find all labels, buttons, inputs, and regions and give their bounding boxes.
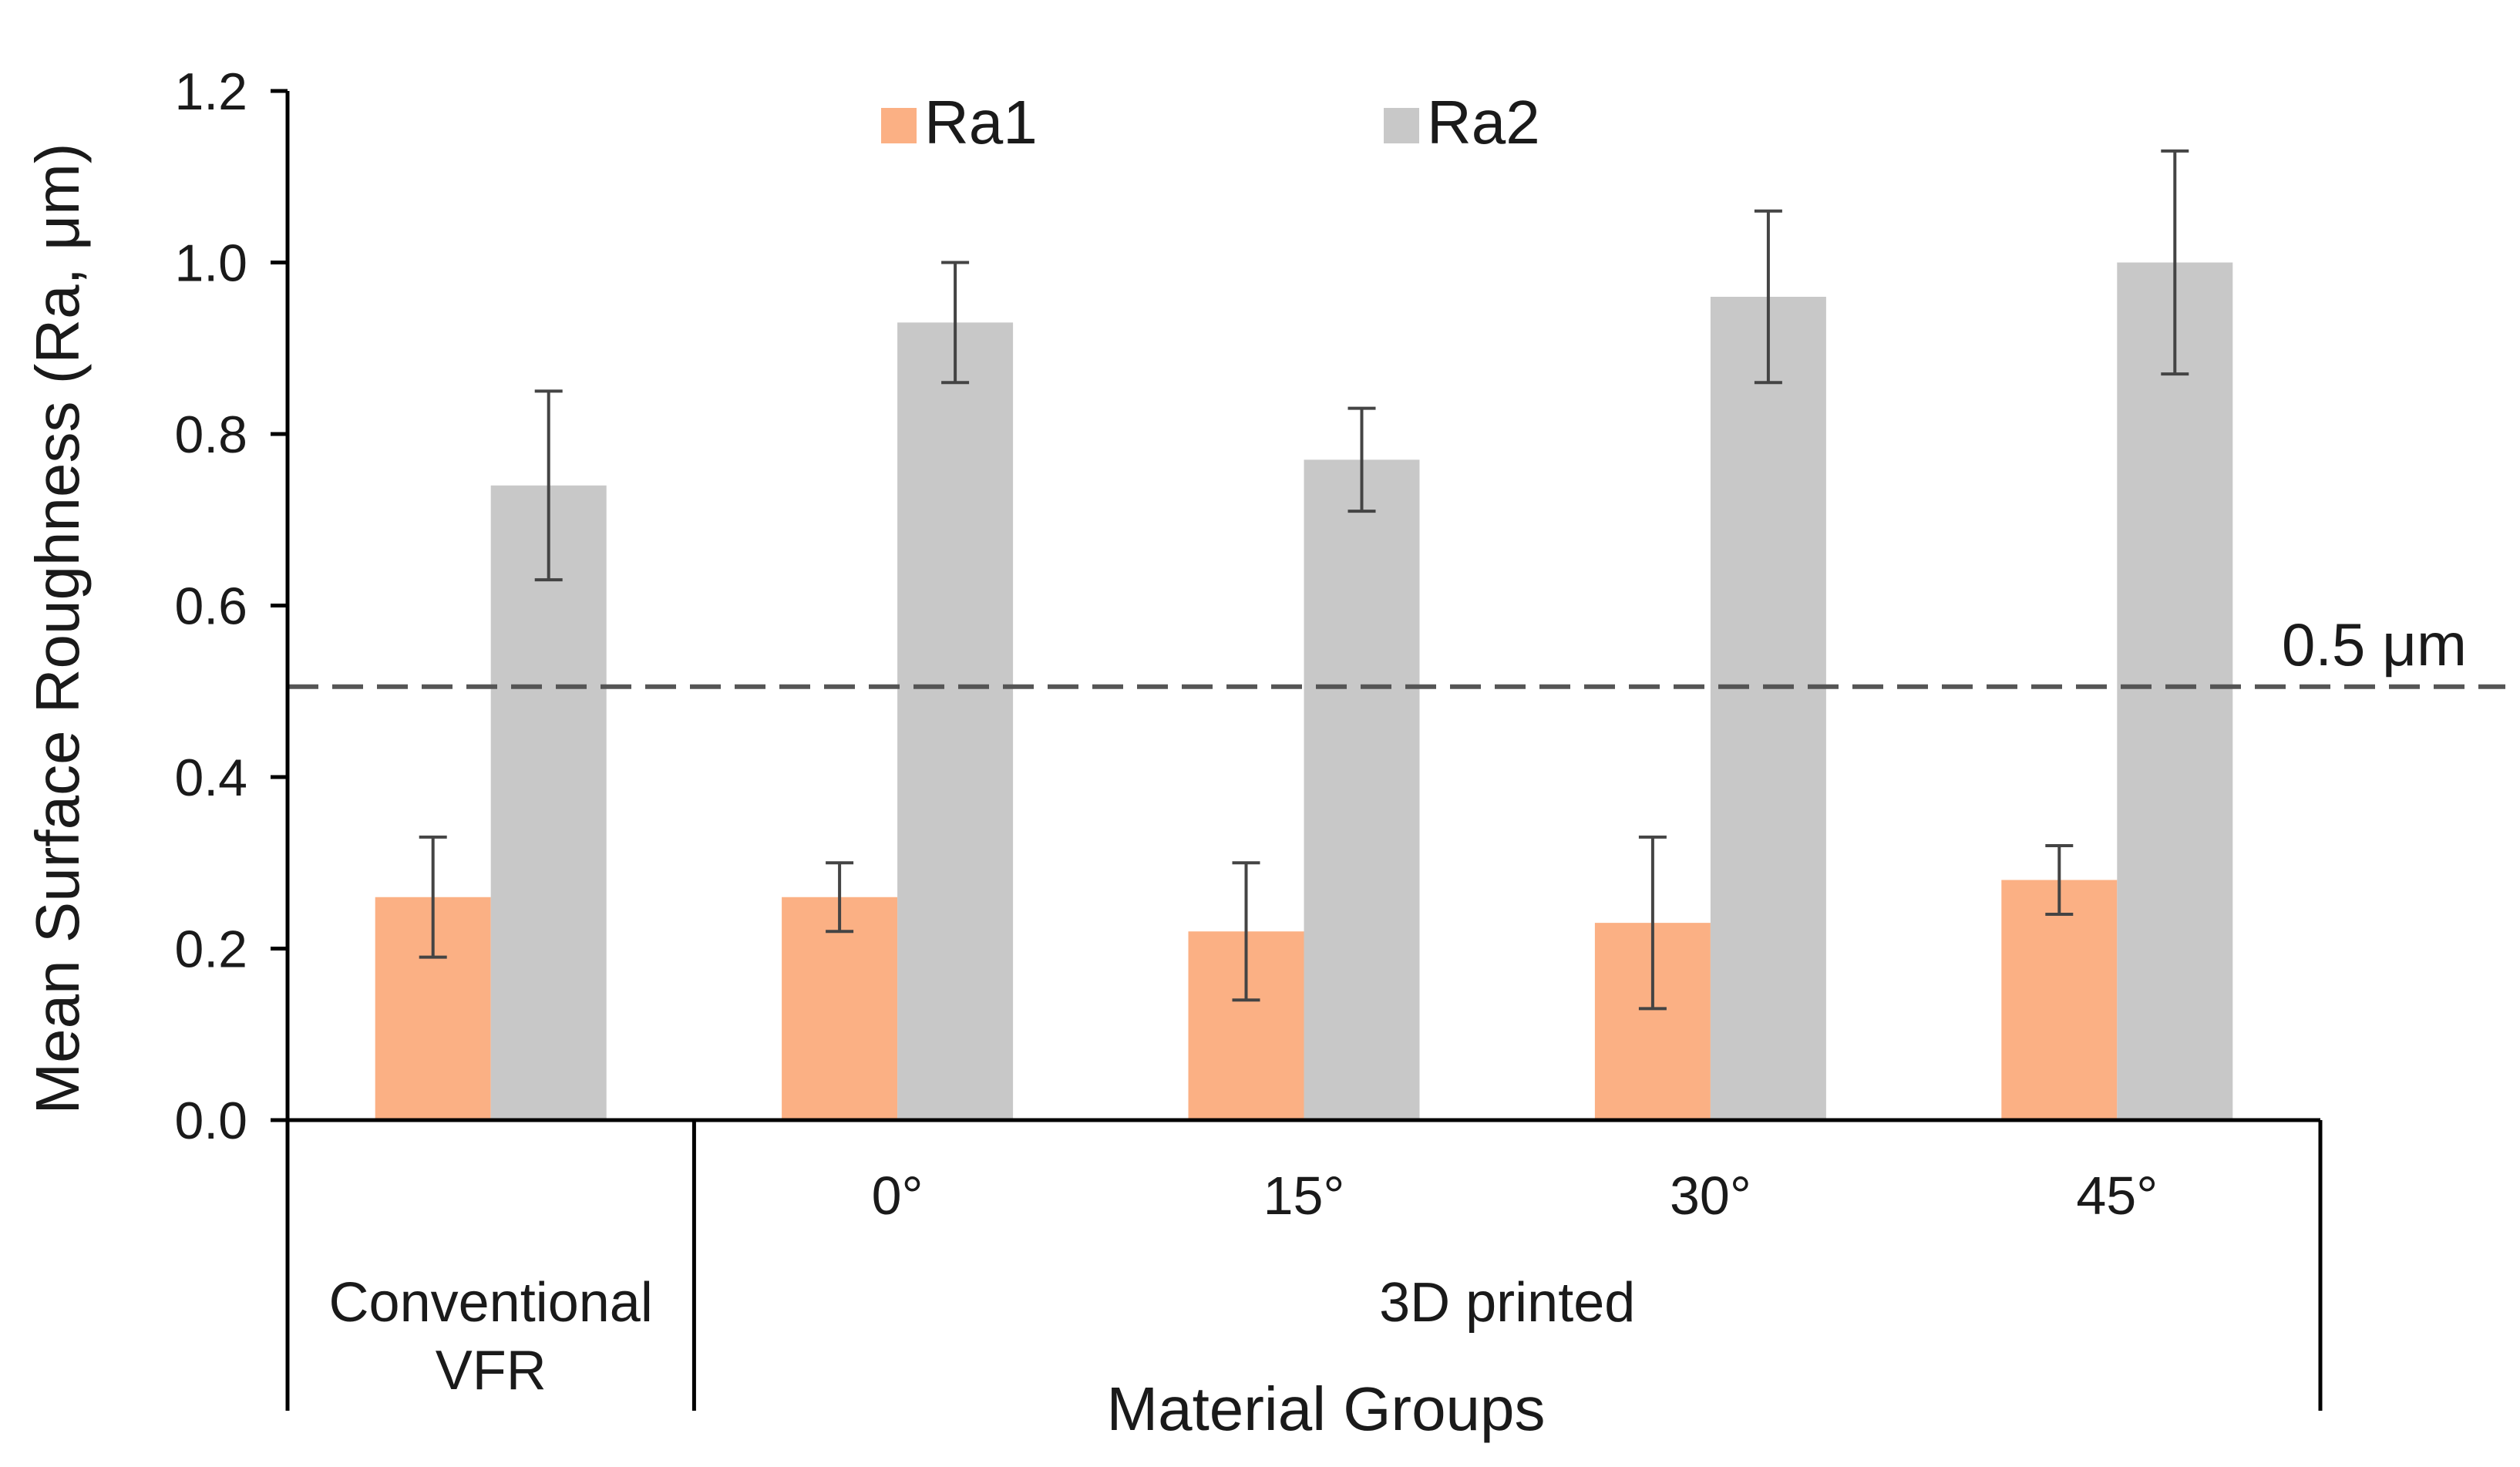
legend-label-ra1: Ra1 [924, 88, 1038, 156]
y-tick-label-0: 0.0 [174, 1092, 247, 1150]
legend-label-ra2: Ra2 [1427, 88, 1540, 156]
x-axis-title: Material Groups [1106, 1374, 1545, 1443]
bar-ra2-3 [1710, 297, 1826, 1120]
group-label-3d-printed-line-0: 3D printed [1379, 1272, 1635, 1334]
x-tick-label-4: 45° [2076, 1166, 2158, 1226]
x-tick-label-2: 15° [1263, 1166, 1345, 1226]
legend: Ra1 Ra2 [881, 88, 1540, 156]
y-tick-label-5: 1.0 [174, 234, 247, 293]
y-tick-label-4: 0.8 [174, 405, 247, 464]
reference-line-label: 0.5 μm [2282, 611, 2467, 678]
bar-ra2-0 [490, 485, 607, 1120]
y-tick-label-1: 0.2 [174, 920, 247, 979]
y-axis-title: Mean Surface Roughness (Ra, μm) [23, 143, 92, 1115]
bar-ra2-4 [2117, 262, 2233, 1120]
bar-ra1-1 [782, 897, 898, 1120]
x-tick-label-1: 0° [872, 1166, 924, 1226]
y-tick-label-6: 1.2 [174, 62, 247, 121]
bars-layer [375, 149, 2233, 1120]
y-tick-label-2: 0.4 [174, 749, 247, 807]
axes-layer: 0.0 0.2 0.4 0.6 0.8 1.0 1.2 Mean Surface Roughn… [23, 62, 2323, 1443]
x-tick-label-3: 30° [1670, 1166, 1751, 1226]
bar-ra2-1 [897, 322, 1014, 1120]
group-label-conventional-line-1: VFR [436, 1340, 547, 1401]
legend-swatch-ra1 [881, 108, 917, 143]
group-label-conventional-line-0: Conventional [329, 1272, 653, 1334]
y-tick-label-3: 0.6 [174, 577, 247, 636]
bar-ra2-2 [1304, 459, 1420, 1120]
bar-ra1-4 [2001, 880, 2118, 1120]
reference-layer: 0.5 μm [288, 611, 2505, 689]
legend-swatch-ra2 [1384, 108, 1419, 143]
